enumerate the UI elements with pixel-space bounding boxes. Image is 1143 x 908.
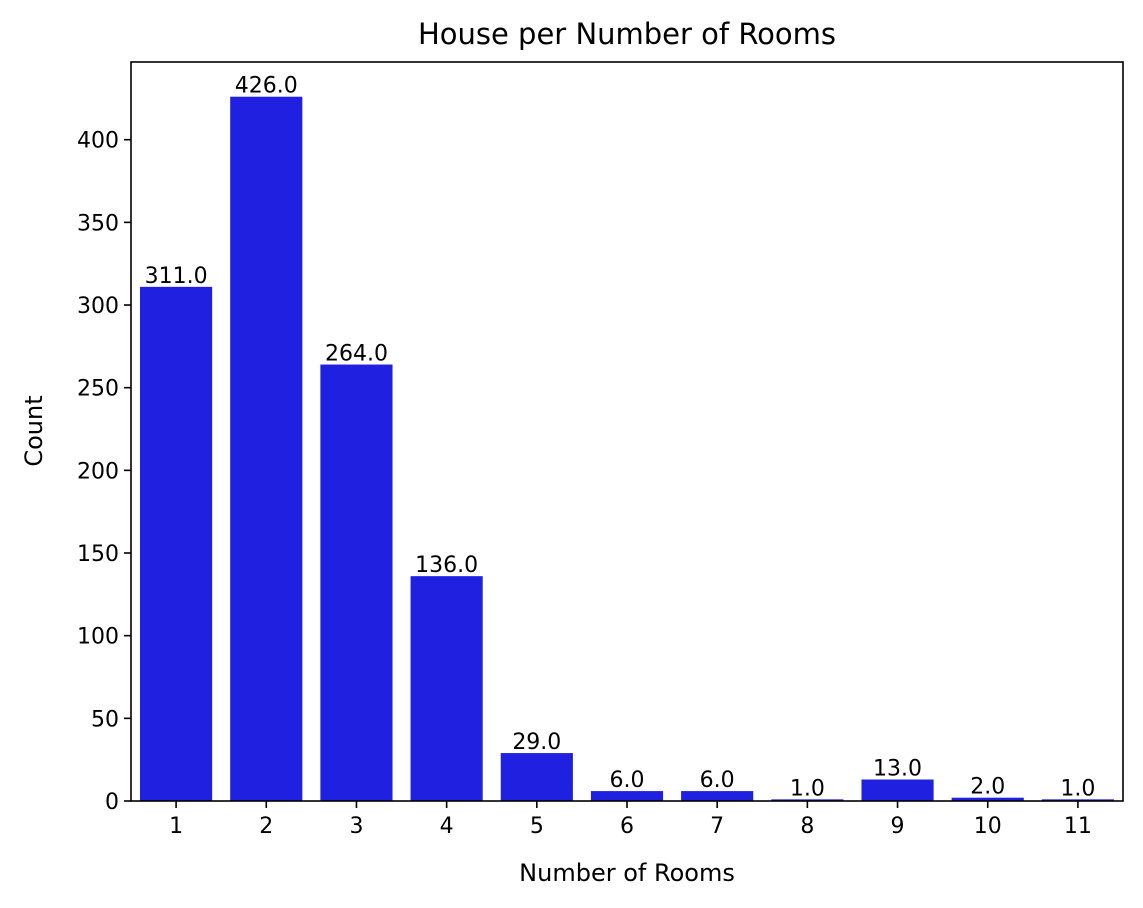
- data-label-3: 264.0: [325, 342, 388, 367]
- x-tick-label-3: 3: [349, 814, 363, 839]
- bar-8: [771, 799, 844, 801]
- y-tick-label-0: 0: [105, 790, 119, 815]
- chart-title: House per Number of Rooms: [418, 17, 836, 51]
- bar-3: [320, 364, 393, 801]
- x-axis: 1 2 3 4 5 6 7 8 9 10 11: [169, 801, 1092, 839]
- data-label-7: 6.0: [700, 768, 735, 793]
- bar-10: [951, 797, 1024, 801]
- x-tick-label-2: 2: [259, 814, 273, 839]
- bar-2: [230, 96, 303, 802]
- data-label-5: 29.0: [512, 730, 561, 755]
- data-label-6: 6.0: [610, 768, 645, 793]
- x-tick-label-5: 5: [530, 814, 544, 839]
- x-tick-label-6: 6: [620, 814, 634, 839]
- x-tick-label-10: 10: [974, 814, 1002, 839]
- bar-7: [681, 791, 754, 801]
- bars-group: [140, 96, 1114, 802]
- y-axis-label: Count: [20, 395, 48, 466]
- bar-1: [140, 286, 213, 802]
- bar-11: [1041, 799, 1114, 801]
- data-label-10: 2.0: [970, 775, 1005, 800]
- bar-6: [590, 791, 664, 801]
- y-tick-label-200: 200: [77, 459, 119, 484]
- y-tick-label-400: 400: [77, 129, 119, 154]
- x-tick-label-9: 9: [891, 814, 905, 839]
- y-tick-label-250: 250: [77, 377, 119, 402]
- bar-5: [500, 753, 573, 801]
- y-tick-label-50: 50: [91, 707, 119, 732]
- y-axis: 0 50 100 150 200 250 300 350 400: [77, 129, 131, 815]
- x-tick-label-4: 4: [440, 814, 454, 839]
- x-tick-label-8: 8: [800, 814, 814, 839]
- data-label-2: 426.0: [235, 74, 298, 99]
- data-label-9: 13.0: [873, 757, 922, 782]
- bar-4: [410, 576, 483, 801]
- data-labels-group: 311.0 426.0 264.0 136.0 29.0 6.0 6.0 1.0 13.0 2.0…: [145, 74, 1096, 802]
- data-label-1: 311.0: [145, 264, 208, 289]
- plot-frame: [130, 61, 1124, 802]
- data-label-11: 1.0: [1060, 776, 1095, 801]
- data-label-4: 136.0: [415, 553, 478, 578]
- y-tick-label-150: 150: [77, 542, 119, 567]
- x-tick-label-11: 11: [1064, 814, 1092, 839]
- bar-9: [861, 779, 934, 801]
- data-label-8: 1.0: [790, 776, 825, 801]
- x-tick-label-7: 7: [710, 814, 724, 839]
- y-tick-label-350: 350: [77, 211, 119, 236]
- x-tick-label-1: 1: [169, 814, 183, 839]
- y-tick-label-300: 300: [77, 294, 119, 319]
- x-axis-label: Number of Rooms: [519, 859, 735, 887]
- y-tick-label-100: 100: [77, 625, 119, 650]
